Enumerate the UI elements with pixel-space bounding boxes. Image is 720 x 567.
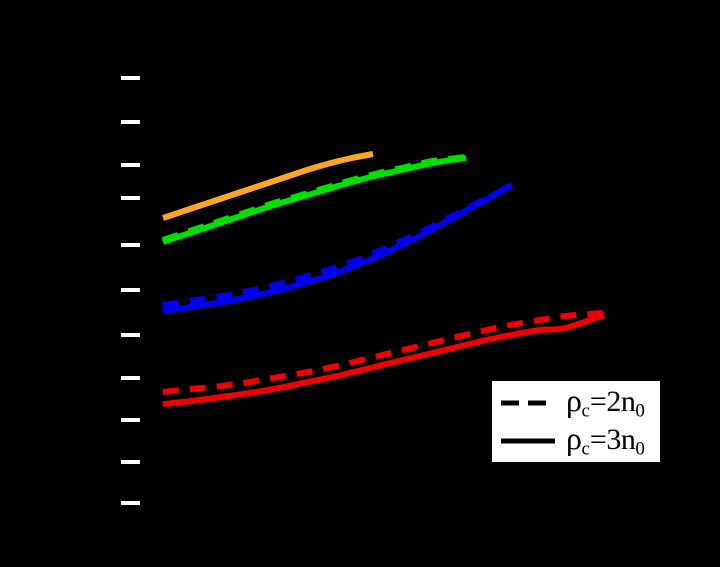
legend: ρc=2n0 ρc=3n0 (492, 381, 660, 462)
y-axis-tick-0 (121, 76, 140, 80)
legend-entry-dashed: ρc=2n0 (492, 384, 660, 422)
y-axis-tick-5 (121, 288, 140, 292)
n-subscript-solid: 0 (635, 438, 645, 460)
y-axis-tick-9 (121, 460, 140, 464)
y-axis-tick-7 (121, 376, 140, 380)
legend-line-dashed (500, 396, 556, 410)
y-axis-tick-8 (121, 418, 140, 422)
series-red-solid (162, 312, 605, 407)
y-axis-tick-10 (121, 501, 140, 505)
rho-subscript-solid: c (581, 438, 590, 460)
n-subscript-dashed: 0 (635, 400, 645, 422)
y-axis-tick-1 (121, 120, 140, 124)
legend-line-solid (500, 434, 556, 448)
rho-symbol-solid: ρ (566, 420, 582, 457)
rho-subscript-dashed: c (581, 400, 590, 422)
legend-label-dashed: ρc=2n0 (566, 384, 645, 421)
y-axis-tick-2 (121, 163, 140, 167)
legend-value-solid: =3n (589, 423, 636, 457)
legend-entry-solid: ρc=3n0 (492, 422, 660, 460)
legend-value-dashed: =2n (589, 385, 636, 419)
series-green-solid (162, 155, 467, 245)
y-axis-tick-4 (121, 243, 140, 247)
series-red-dashed (162, 310, 605, 395)
rho-symbol-dashed: ρ (566, 382, 582, 419)
series-orange-solid (162, 151, 374, 221)
y-axis-tick-6 (121, 333, 140, 337)
y-axis-tick-3 (121, 196, 140, 200)
legend-label-solid: ρc=3n0 (566, 422, 645, 459)
series-blue-solid (162, 182, 514, 314)
